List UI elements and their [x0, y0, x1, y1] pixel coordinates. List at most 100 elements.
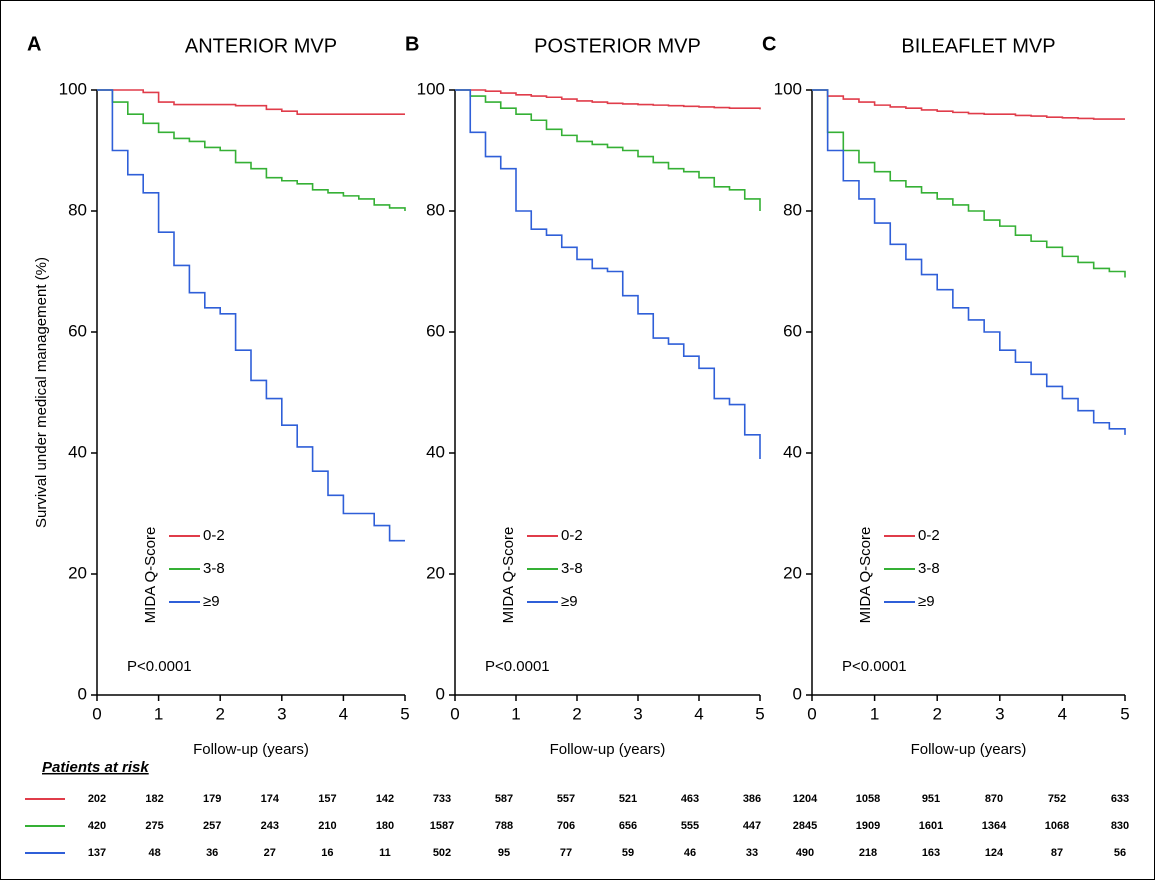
x-axis-label: Follow-up (years)	[550, 741, 666, 758]
risk-count: 202	[88, 793, 106, 805]
risk-count: 182	[145, 793, 163, 805]
legend-label: 3-8	[561, 560, 583, 577]
risk-count: 137	[88, 847, 106, 859]
legend-label: ≥9	[203, 593, 220, 610]
y-tick-label: 60	[426, 321, 445, 340]
y-tick-label: 40	[783, 442, 802, 461]
risk-count: 463	[681, 793, 699, 805]
x-tick-label: 2	[215, 704, 224, 723]
x-tick-label: 1	[511, 704, 520, 723]
x-tick-label: 4	[694, 704, 703, 723]
risk-count: 46	[684, 847, 696, 859]
x-tick-label: 0	[92, 704, 101, 723]
risk-count: 1909	[856, 820, 880, 832]
risk-count: 59	[622, 847, 634, 859]
survival-curve	[97, 89, 405, 542]
y-tick-label: 0	[436, 684, 445, 703]
risk-count: 1068	[1045, 820, 1069, 832]
y-tick-label: 80	[68, 200, 87, 219]
risk-count: 733	[433, 793, 451, 805]
risk-count: 557	[557, 793, 575, 805]
y-tick-label: 100	[417, 79, 445, 98]
risk-count: 163	[922, 847, 940, 859]
x-tick-label: 4	[1058, 704, 1067, 723]
survival-curve	[455, 89, 761, 211]
x-tick-label: 0	[807, 704, 816, 723]
risk-count: 2845	[793, 820, 817, 832]
legend-label: ≥9	[561, 593, 578, 610]
x-tick-label: 2	[572, 704, 581, 723]
x-tick-label: 5	[400, 704, 409, 723]
risk-count: 142	[376, 793, 394, 805]
y-tick-label: 80	[783, 200, 802, 219]
risk-count: 656	[619, 820, 637, 832]
y-tick-label: 40	[426, 442, 445, 461]
y-tick-label: 0	[793, 684, 802, 703]
risk-count: 951	[922, 793, 940, 805]
panel-letter: B	[405, 33, 419, 55]
risk-count: 124	[985, 847, 1004, 859]
risk-count: 77	[560, 847, 572, 859]
risk-title: Patients at risk	[42, 759, 149, 776]
legend-label: ≥9	[918, 593, 935, 610]
legend-label: 0-2	[918, 527, 940, 544]
risk-count: 33	[746, 847, 758, 859]
risk-count: 1204	[793, 793, 818, 805]
risk-count: 56	[1114, 847, 1126, 859]
x-tick-label: 3	[277, 704, 286, 723]
x-tick-label: 2	[932, 704, 941, 723]
risk-count: 16	[321, 847, 333, 859]
y-tick-label: 100	[59, 79, 87, 98]
survival-curve	[812, 89, 1126, 435]
risk-count: 95	[498, 847, 510, 859]
risk-count: 257	[203, 820, 221, 832]
y-tick-label: 20	[68, 563, 87, 582]
risk-count: 633	[1111, 793, 1129, 805]
survival-curve	[812, 89, 1125, 120]
x-tick-label: 0	[450, 704, 459, 723]
y-tick-label: 60	[68, 321, 87, 340]
survival-curve	[812, 89, 1126, 278]
y-tick-label: 100	[774, 79, 802, 98]
x-tick-label: 5	[1120, 704, 1129, 723]
x-tick-label: 3	[633, 704, 642, 723]
risk-count: 36	[206, 847, 218, 859]
risk-count: 157	[318, 793, 336, 805]
risk-count: 870	[985, 793, 1003, 805]
risk-count: 521	[619, 793, 637, 805]
risk-count: 706	[557, 820, 575, 832]
risk-count: 180	[376, 820, 394, 832]
x-tick-label: 1	[870, 704, 879, 723]
risk-count: 1058	[856, 793, 880, 805]
y-tick-label: 40	[68, 442, 87, 461]
risk-count: 87	[1051, 847, 1063, 859]
legend-label: 3-8	[918, 560, 940, 577]
risk-count: 218	[859, 847, 877, 859]
x-axis-label: Follow-up (years)	[911, 741, 1027, 758]
legend-label: 3-8	[203, 560, 225, 577]
y-tick-label: 20	[783, 563, 802, 582]
risk-count: 1364	[982, 820, 1007, 832]
x-tick-label: 5	[755, 704, 764, 723]
risk-count: 830	[1111, 820, 1129, 832]
risk-count: 386	[743, 793, 761, 805]
risk-count: 275	[145, 820, 163, 832]
p-value: P<0.0001	[127, 658, 192, 675]
risk-count: 48	[148, 847, 160, 859]
y-tick-label: 0	[78, 684, 87, 703]
p-value: P<0.0001	[485, 658, 550, 675]
risk-count: 502	[433, 847, 451, 859]
panel-letter: A	[27, 33, 41, 55]
x-tick-label: 1	[154, 704, 163, 723]
y-tick-label: 80	[426, 200, 445, 219]
risk-count: 490	[796, 847, 814, 859]
survival-curve	[455, 89, 761, 110]
survival-curve	[455, 89, 761, 460]
x-tick-label: 3	[995, 704, 1004, 723]
risk-count: 174	[261, 793, 280, 805]
panel-letter: C	[762, 33, 776, 55]
risk-count: 1587	[430, 820, 454, 832]
survival-curve	[97, 89, 406, 211]
risk-count: 210	[318, 820, 336, 832]
